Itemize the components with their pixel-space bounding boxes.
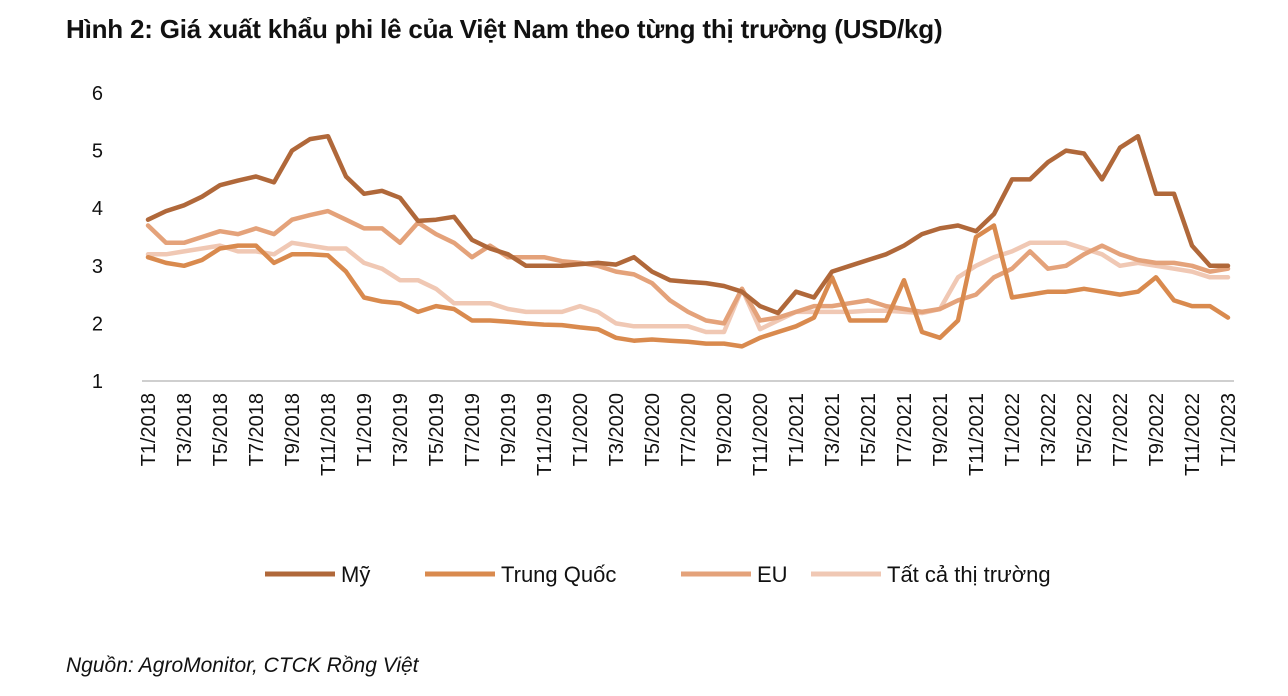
x-tick-label: T9/2019 [498,393,520,466]
x-tick-label: T5/2022 [1074,393,1096,466]
source-note: Nguồn: AgroMonitor, CTCK Rồng Việt [66,654,419,677]
y-axis: 1 2 3 4 5 6 [92,83,103,393]
y-tick-label: 1 [92,371,103,393]
x-tick-label: T5/2021 [858,393,880,466]
chart-title: Hình 2: Giá xuất khẩu phi lê của Việt Na… [66,14,943,44]
series-line-3 [145,240,1231,335]
x-tick-label: T5/2019 [426,393,448,466]
x-tick-label: T9/2018 [282,393,304,466]
legend-item: Trung Quốc [425,562,616,587]
x-tick-label: T3/2019 [390,393,412,466]
x-tick-label: T3/2018 [174,393,196,466]
x-tick-label: T5/2018 [210,393,232,466]
x-tick-label: T11/2019 [534,393,556,476]
x-tick-label: T9/2021 [930,393,952,466]
x-tick-label: T1/2020 [570,393,592,466]
series-line-2 [145,208,1231,326]
legend: Mỹ Trung Quốc EU Tất cả thị trường [265,562,1051,587]
legend-item: EU [681,562,788,587]
legend-label: Tất cả thị trường [887,562,1051,587]
x-tick-label: T7/2018 [246,393,268,466]
y-tick-label: 5 [92,141,103,163]
x-tick-label: T11/2018 [318,393,340,476]
series-line-1 [145,223,1231,349]
x-tick-label: T11/2022 [1182,393,1204,476]
x-tick-label: T1/2021 [786,393,808,466]
x-tick-label: T11/2020 [750,393,772,476]
x-tick-label: T5/2020 [642,393,664,466]
x-tick-label: T7/2020 [678,393,700,466]
x-tick-label: T1/2019 [354,393,376,466]
y-tick-label: 3 [92,256,103,278]
series-lines [145,133,1231,349]
x-tick-label: T7/2019 [462,393,484,466]
x-tick-label: T1/2018 [138,393,160,466]
legend-label: Mỹ [341,562,370,587]
x-axis-labels: T1/2018 T3/2018 T5/2018 T7/2018 T9/2018 T11/2… [138,393,1240,476]
x-tick-label: T7/2021 [894,393,916,466]
legend-item: Mỹ [265,562,370,587]
y-tick-label: 6 [92,83,103,105]
x-tick-label: T3/2021 [822,393,844,466]
legend-label: EU [757,562,788,587]
x-tick-label: T9/2022 [1146,393,1168,466]
legend-label: Trung Quốc [501,562,616,587]
series-line-0 [145,133,1231,316]
x-tick-label: T3/2020 [606,393,628,466]
legend-item: Tất cả thị trường [811,562,1051,587]
x-tick-label: T3/2022 [1038,393,1060,466]
x-tick-label: T11/2021 [966,393,988,476]
y-tick-label: 4 [92,198,103,220]
y-tick-label: 2 [92,313,103,335]
x-tick-label: T1/2023 [1218,393,1240,466]
x-tick-label: T1/2022 [1002,393,1024,466]
x-tick-label: T7/2022 [1110,393,1132,466]
x-tick-label: T9/2020 [714,393,736,466]
